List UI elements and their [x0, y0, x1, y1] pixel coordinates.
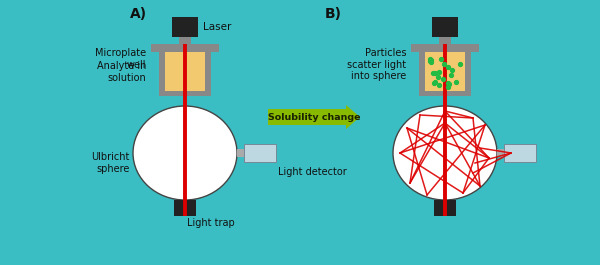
Bar: [151, 44, 219, 52]
Text: Light detector: Light detector: [278, 167, 347, 177]
Text: Ulbricht
sphere: Ulbricht sphere: [92, 152, 130, 174]
Bar: [432, 17, 458, 37]
Bar: [179, 37, 191, 44]
Bar: [439, 37, 451, 44]
Text: Microplate
well: Microplate well: [95, 48, 146, 70]
Bar: [434, 200, 456, 216]
Bar: [419, 91, 471, 96]
Bar: [244, 144, 276, 162]
Bar: [237, 149, 244, 157]
Bar: [425, 52, 465, 91]
Bar: [504, 144, 536, 162]
Bar: [165, 52, 205, 91]
Text: Analyte in
solution: Analyte in solution: [97, 61, 146, 83]
Text: Laser: Laser: [203, 22, 232, 32]
Bar: [174, 200, 196, 216]
FancyArrow shape: [268, 105, 360, 129]
Text: Particles
scatter light
into sphere: Particles scatter light into sphere: [347, 48, 406, 81]
Text: Solubility change: Solubility change: [268, 113, 360, 121]
Ellipse shape: [420, 55, 430, 94]
Text: B): B): [325, 7, 342, 21]
Text: Light trap: Light trap: [187, 218, 235, 228]
Bar: [159, 52, 165, 96]
Ellipse shape: [160, 55, 170, 94]
Ellipse shape: [460, 55, 470, 94]
Ellipse shape: [133, 106, 237, 200]
Text: A): A): [130, 7, 147, 21]
Bar: [465, 52, 471, 96]
Bar: [419, 52, 425, 96]
Ellipse shape: [393, 106, 497, 200]
Bar: [159, 91, 211, 96]
Bar: [497, 149, 504, 157]
Bar: [172, 17, 198, 37]
Ellipse shape: [200, 55, 210, 94]
Bar: [411, 44, 479, 52]
Bar: [205, 52, 211, 96]
